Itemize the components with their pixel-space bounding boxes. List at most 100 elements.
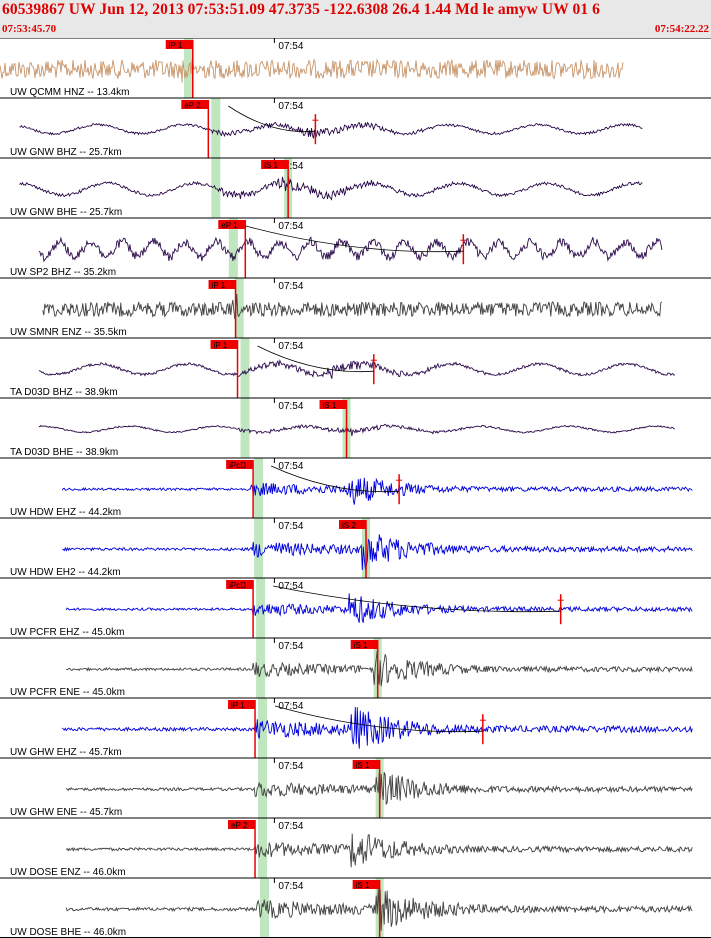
waveform: [65, 593, 693, 623]
event-title: 60539867 UW Jun 12, 2013 07:53:51.09 47.…: [2, 1, 601, 18]
pick-flag: [352, 760, 380, 769]
seismogram-panel: 07:54 iP 1 UW QCMM HNZ -- 13.4km 07:54 eP 2 U…: [0, 38, 711, 938]
pick-label: eP 1: [221, 221, 238, 230]
trace-row: 07:54 iP 1 UW QCMM HNZ -- 13.4km: [0, 38, 711, 98]
station-label: UW GHW ENE -- 45.7km: [10, 807, 122, 818]
minute-label: 07:54: [278, 701, 303, 712]
station-label: TA D03D BHE -- 38.9km: [10, 447, 118, 458]
station-label: UW GNW BHE -- 25.7km: [10, 207, 122, 218]
arrival-band: [258, 698, 268, 758]
pick-flag: [208, 280, 236, 289]
header-bar: 60539867 UW Jun 12, 2013 07:53:51.09 47.…: [0, 0, 711, 38]
pick-flag: [228, 820, 256, 829]
pick-label: iS 1: [323, 401, 337, 410]
station-label: UW SMNR ENZ -- 35.5km: [10, 327, 127, 338]
pick-label: iP 1: [212, 281, 226, 290]
pick-flag: [261, 160, 289, 169]
waveform: [19, 121, 643, 140]
trace-row: 07:54 eP 2 UW GNW BHZ -- 25.7km: [0, 97, 711, 158]
arrival-band: [258, 818, 268, 878]
arrival-band: [259, 878, 269, 938]
pick-flag: [228, 700, 256, 709]
station-label: UW GNW BHZ -- 25.7km: [10, 147, 122, 158]
trace-row: 07:54 eP 2 UW DOSE ENZ -- 46.0km: [0, 817, 711, 878]
arrival-band: [211, 158, 221, 218]
waveform: [42, 293, 663, 320]
trace-row: 07:54 iS 2 UW HDW EH2 -- 44.2km: [0, 517, 711, 578]
minute-label: 07:54: [278, 161, 303, 172]
trace-row: 07:54 iS 1 UW GHW ENE -- 45.7km: [0, 757, 711, 818]
coda-curve: [257, 345, 374, 373]
arrival-band: [228, 218, 238, 278]
coda-curve: [274, 705, 483, 733]
station-label: UW DOSE BHE -- 46.0km: [10, 927, 126, 938]
waveform: [0, 58, 624, 83]
pick-label: iS 1: [354, 641, 368, 650]
waveform: [61, 477, 693, 505]
minute-label: 07:54: [278, 101, 303, 112]
arrival-band: [240, 398, 250, 458]
start-time: 07:53:45.70: [2, 23, 57, 35]
pick-label: iP 1: [214, 341, 228, 350]
minute-label: 07:54: [278, 581, 303, 592]
end-time: 07:54:22.22: [654, 23, 709, 35]
minute-label: 07:54: [278, 761, 303, 772]
trace-row: 07:54 eP 1 UW SP2 BHZ -- 35.2km: [0, 217, 711, 278]
minute-label: 07:54: [278, 521, 303, 532]
arrival-band: [258, 758, 268, 818]
station-label: UW PCFR ENE -- 45.0km: [10, 687, 125, 698]
pick-flag: [319, 400, 347, 409]
pick-flag: [226, 580, 254, 589]
minute-label: 07:54: [278, 641, 303, 652]
waveform: [19, 176, 643, 201]
pick-flag: [350, 640, 378, 649]
waveform: [38, 359, 675, 379]
trace-row: 07:54 iS 1 UW DOSE BHE -- 46.0km: [0, 877, 711, 938]
pick-flag: [210, 340, 238, 349]
station-label: UW QCMM HNZ -- 13.4km: [10, 87, 129, 98]
trace-row: 07:54 iP 1 UW SMNR ENZ -- 35.5km: [0, 277, 711, 338]
trace-row: 07:54 iP 1 TA D03D BHZ -- 38.9km: [0, 337, 711, 398]
pick-label: iPcD: [229, 581, 246, 590]
waveform: [65, 833, 693, 868]
station-label: UW GHW EHZ -- 45.7km: [10, 747, 122, 758]
station-label: UW PCFR EHZ -- 45.0km: [10, 627, 124, 638]
arrival-band: [234, 278, 244, 338]
pick-flag: [339, 520, 367, 529]
minute-label: 07:54: [278, 41, 303, 52]
pick-label: iS 1: [356, 881, 370, 890]
minute-label: 07:54: [278, 881, 303, 892]
pick-flag: [226, 460, 254, 469]
trace-row: 07:54 iPcD UW PCFR EHZ -- 45.0km: [0, 577, 711, 638]
waveform: [62, 534, 693, 571]
pick-label: iS 1: [264, 161, 278, 170]
waveform: [66, 650, 693, 687]
pick-flag: [218, 220, 246, 229]
trace-row: 07:54 iPcD UW HDW EHZ -- 44.2km: [0, 457, 711, 518]
coda-curve: [245, 225, 464, 253]
trace-row: 07:54 iP 1 UW GHW EHZ -- 45.7km: [0, 697, 711, 758]
pick-flag: [165, 40, 193, 49]
pick-label: iS 2: [342, 521, 356, 530]
minute-label: 07:54: [278, 401, 303, 412]
station-label: TA D03D BHZ -- 38.9km: [10, 387, 118, 398]
station-label: UW DOSE ENZ -- 46.0km: [10, 867, 126, 878]
station-label: UW SP2 BHZ -- 35.2km: [10, 267, 116, 278]
pick-label: eP 2: [231, 821, 248, 830]
arrival-band: [211, 98, 221, 158]
pick-label: iP 1: [231, 701, 245, 710]
minute-label: 07:54: [278, 821, 303, 832]
station-label: UW HDW EH2 -- 44.2km: [10, 567, 121, 578]
waveform: [38, 236, 663, 263]
pick-label: iP 1: [169, 41, 183, 50]
waveform: [38, 423, 676, 437]
pick-label: iPcD: [229, 461, 246, 470]
arrival-band: [256, 638, 266, 698]
arrival-band: [240, 338, 250, 398]
coda-curve: [273, 585, 561, 613]
minute-label: 07:54: [278, 341, 303, 352]
minute-label: 07:54: [278, 221, 303, 232]
waveform: [61, 706, 693, 749]
minute-label: 07:54: [278, 281, 303, 292]
